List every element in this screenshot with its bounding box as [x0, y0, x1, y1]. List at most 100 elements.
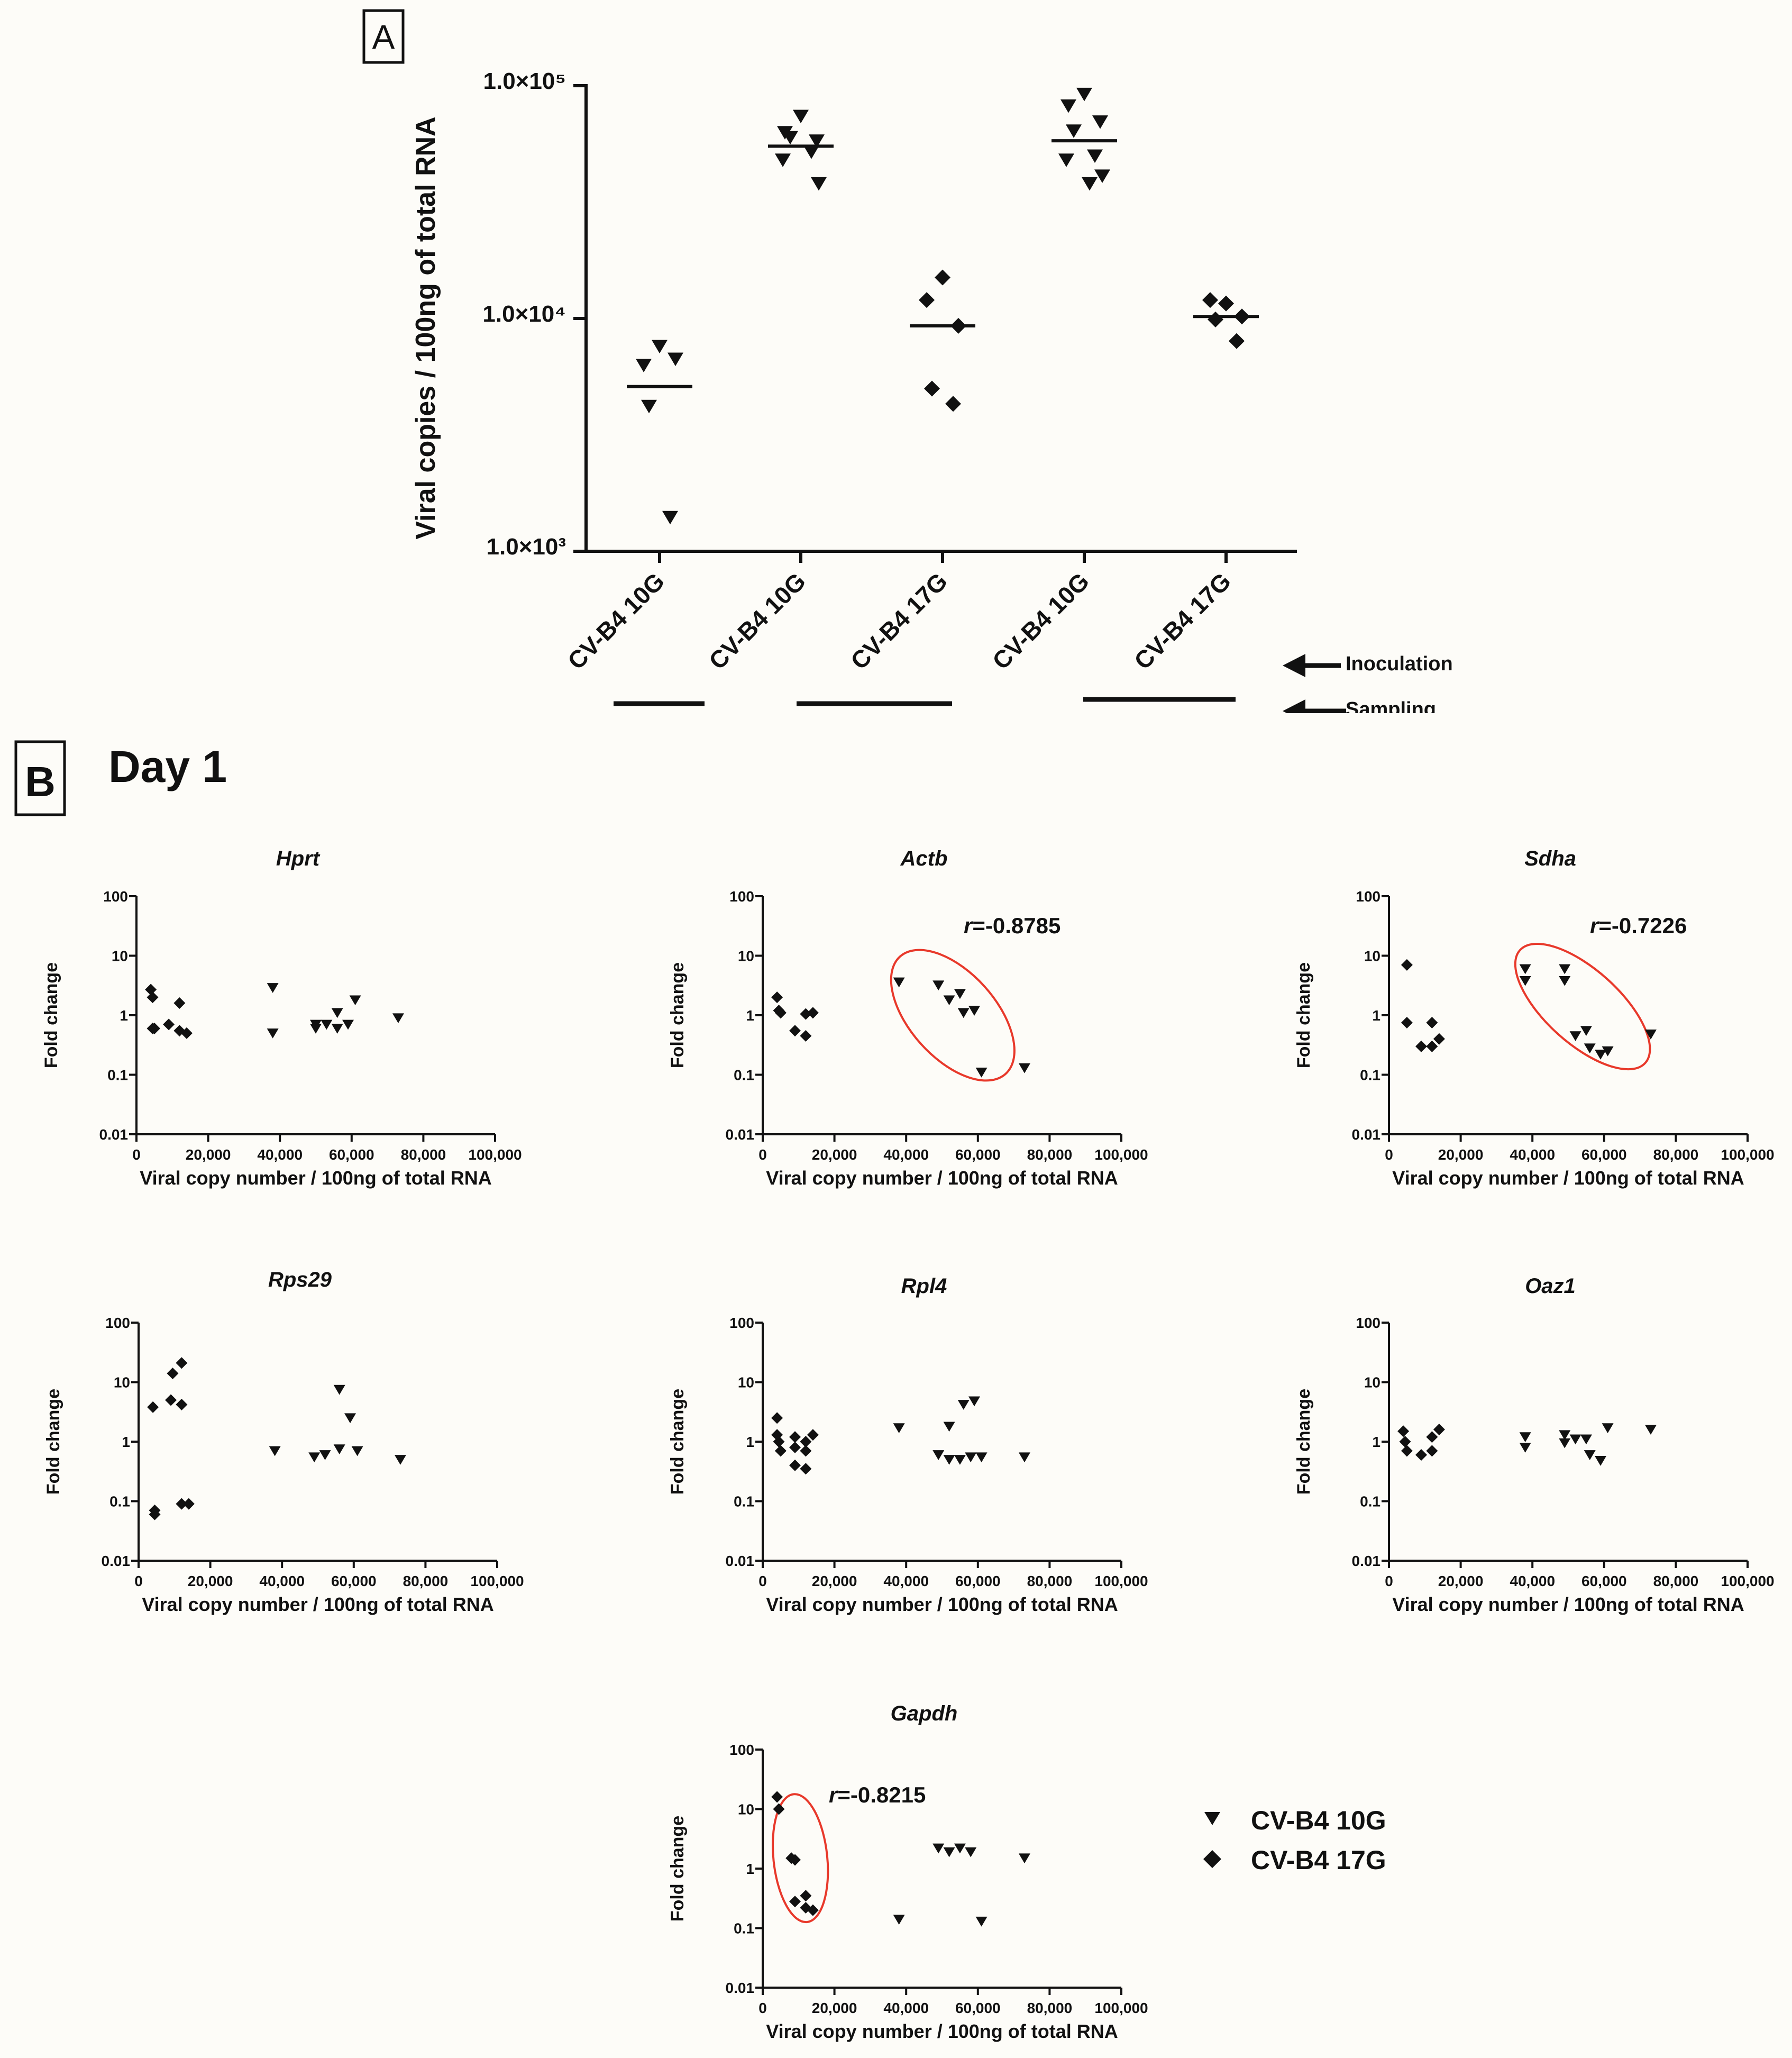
data-point-diamond — [807, 1429, 819, 1441]
subplot-x-tick-label: 60,000 — [1581, 1146, 1627, 1163]
data-point-triangle — [394, 1455, 406, 1465]
inoculation-label: Inoculation — [1346, 653, 1453, 675]
data-point-diamond — [148, 1022, 160, 1034]
data-point-diamond — [1401, 959, 1413, 971]
subplot-x-tick-label: 80,000 — [1027, 2000, 1073, 2016]
data-point-diamond — [1415, 1449, 1428, 1461]
data-point-triangle — [1559, 964, 1571, 975]
panel-a-category-label: CV-B4 10G — [703, 567, 811, 675]
subplot-x-tick-label: 20,000 — [812, 1146, 857, 1163]
subplot-y-tick-label: 100 — [729, 888, 754, 905]
data-point-diamond — [163, 1018, 175, 1031]
subplot-x-tick-label: 20,000 — [1438, 1573, 1484, 1589]
data-point-triangle — [954, 1843, 966, 1854]
data-point-triangle — [943, 1847, 955, 1857]
data-point-triangle — [1519, 976, 1531, 986]
data-point-triangle — [1094, 169, 1110, 183]
subplot-x-tick-label: 80,000 — [1027, 1573, 1073, 1589]
subplot-y-tick-label: 10 — [1364, 948, 1380, 964]
subplot-x-tick-label: 0 — [758, 2000, 767, 2016]
data-point-triangle — [1580, 1026, 1592, 1036]
data-point-diamond — [1229, 333, 1245, 349]
subplot-x-tick-label: 0 — [758, 1573, 767, 1589]
panel-a-category-label: CV-B4 17G — [845, 567, 953, 675]
data-point-triangle — [1076, 87, 1092, 102]
subplot-y-tick-label: 0.1 — [734, 1494, 754, 1510]
subplot-x-tick-label: 20,000 — [1438, 1146, 1484, 1163]
subplot-title: Oaz1 — [1525, 1274, 1576, 1298]
subplot-y-tick-label: 0.01 — [726, 1553, 755, 1569]
data-point-triangle — [943, 1422, 955, 1432]
panel-a-y-tick-label: 1.0×10⁵ — [483, 68, 566, 94]
data-point-diamond — [807, 1007, 819, 1019]
data-point-triangle — [775, 153, 791, 167]
data-point-diamond — [180, 1027, 193, 1039]
data-point-diamond — [771, 991, 783, 1004]
data-point-triangle — [893, 1423, 905, 1433]
data-point-triangle — [1559, 976, 1571, 986]
data-point-triangle — [782, 131, 798, 145]
data-point-triangle — [803, 145, 819, 159]
subplot-title: Gapdh — [891, 1702, 958, 1725]
subplot-y-tick-label: 0.1 — [109, 1494, 130, 1510]
subplot-y-label: Fold change — [1294, 962, 1314, 1068]
gapdh-chart: Gapdh 0.01 0.1 1 10 100 0 20,000 40,000 60,000 80,… — [668, 1702, 1148, 2042]
data-point-diamond — [919, 292, 935, 308]
data-point-triangle — [331, 1008, 343, 1018]
data-point-diamond — [176, 1398, 188, 1410]
data-point-triangle — [310, 1024, 322, 1034]
subplot-x-tick-label: 20,000 — [812, 2000, 857, 2016]
data-point-triangle — [957, 1400, 970, 1410]
subplot-y-tick-label: 0.01 — [99, 1126, 129, 1143]
subplot-x-tick-label: 100,000 — [1094, 1146, 1148, 1163]
correlation-label: r=-0.7226 — [1590, 913, 1687, 938]
subplot-y-tick-label: 0.01 — [102, 1553, 131, 1569]
data-point-triangle — [1559, 1430, 1571, 1441]
subplot-x-label: Viral copy number / 100ng of total RNA — [766, 1593, 1118, 1615]
data-point-diamond — [1234, 308, 1250, 325]
data-point-triangle — [1569, 1434, 1581, 1445]
data-point-diamond — [771, 1412, 783, 1424]
subplot-x-tick-label: 60,000 — [331, 1573, 377, 1589]
subplot-x-tick-label: 100,000 — [1094, 1573, 1148, 1589]
data-point-triangle — [968, 1396, 981, 1407]
subplot-x-tick-label: 40,000 — [883, 1146, 929, 1163]
subplot-y-tick-label: 1 — [1372, 1434, 1380, 1450]
data-point-triangle — [1519, 964, 1531, 975]
subplot-x-tick-label: 60,000 — [329, 1146, 374, 1163]
data-point-triangle — [1018, 1063, 1030, 1073]
correlation-ellipse — [1514, 943, 1651, 1071]
subplot-x-tick-label: 40,000 — [883, 2000, 929, 2016]
subplot-y-tick-label: 100 — [729, 1315, 754, 1331]
data-point-diamond — [773, 1436, 785, 1447]
subplot-y-tick-label: 10 — [1364, 1374, 1380, 1391]
subplot-x-tick-label: 0 — [758, 1146, 767, 1163]
subplot-title: Sdha — [1524, 847, 1576, 870]
subplot-x-label: Viral copy number / 100ng of total RNA — [1392, 1593, 1744, 1615]
data-point-triangle — [1569, 1031, 1581, 1041]
data-point-diamond — [182, 1498, 195, 1510]
subplot-x-tick-label: 100,000 — [1094, 2000, 1148, 2016]
data-point-triangle — [932, 1450, 945, 1460]
data-point-diamond — [176, 1498, 188, 1510]
data-point-diamond — [1426, 1040, 1438, 1052]
oaz1-chart: Oaz1 0.01 0.1 1 10 100 0 20,000 40,000 60,000 80,0… — [1294, 1274, 1775, 1615]
subplot-y-tick-label: 0.01 — [1352, 1553, 1381, 1569]
subplot-y-tick-label: 100 — [1356, 1315, 1380, 1331]
data-point-diamond — [789, 1459, 801, 1471]
subplot-x-tick-label: 20,000 — [188, 1573, 233, 1589]
data-point-diamond — [800, 1008, 812, 1020]
data-point-triangle — [652, 340, 668, 353]
data-point-triangle — [1602, 1046, 1614, 1057]
data-point-triangle — [1559, 1438, 1571, 1449]
data-point-triangle — [349, 995, 361, 1006]
panel-a-category-label: CV-B4 10G — [987, 567, 1094, 675]
data-point-diamond — [800, 1463, 812, 1475]
data-point-diamond — [774, 1445, 787, 1457]
subplot-x-tick-label: 80,000 — [401, 1146, 446, 1163]
data-point-triangle — [668, 352, 683, 367]
data-point-triangle — [1082, 177, 1098, 191]
panel-a-category-label: CV-B4 10G — [562, 567, 670, 675]
legend: CV-B4 10G CV-B4 17G — [1203, 1806, 1386, 1875]
